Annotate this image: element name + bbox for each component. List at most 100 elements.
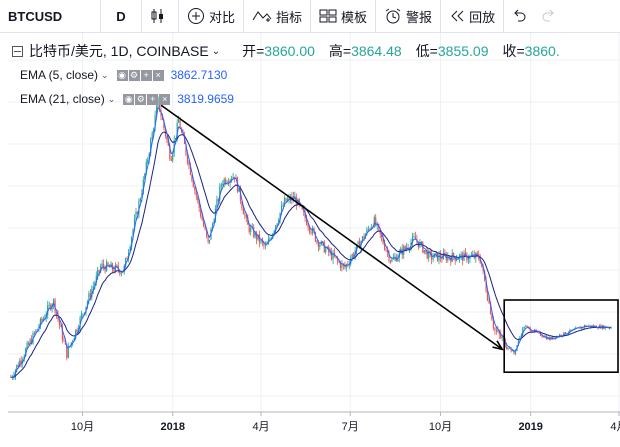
candle-body [386,250,389,253]
ema21-label: EMA (21, close) [20,92,105,106]
candle-body [481,263,483,267]
candle-body [492,320,494,328]
candle-body [36,329,38,330]
candle-body [384,243,386,250]
candle-body [370,227,372,230]
candle-body [161,116,164,120]
symbol-search[interactable]: BTCUSD [0,0,101,32]
candle-body [75,329,77,339]
price-chart[interactable]: 10月 2018 4月 7月 10月 2019 4月 [0,33,620,447]
settings-icon[interactable]: ⚙ [135,93,147,105]
candle-body [39,319,41,327]
resolution-button[interactable]: D [101,0,142,32]
candle-body [204,226,206,230]
candle-body [375,217,377,226]
settings-icon[interactable]: ⚙ [128,69,140,81]
candle-body [489,302,492,315]
high-label: 高= [328,43,352,59]
chevron-down-icon[interactable]: ⌄ [211,45,221,57]
candle-body [50,304,52,310]
candle-body [126,258,128,259]
candle-body [479,258,481,263]
candle-body [426,250,428,259]
candle-body [245,215,247,218]
close-icon[interactable]: × [152,69,164,81]
candle-body [482,266,484,271]
candle-body [391,259,393,262]
candle-body [17,365,19,367]
candle-body [133,219,136,230]
candle-body [233,176,236,179]
chevron-down-icon[interactable]: ⌄ [107,93,116,104]
high-value: 3864.48 [351,43,402,59]
alerts-label: 警报 [406,9,433,25]
candle-body [88,293,90,302]
candle-body [194,187,196,191]
candle-body [145,161,147,174]
candle-body [207,236,209,242]
candle-body [413,236,415,238]
candle-body [520,334,522,338]
candle-body [514,350,517,354]
close-icon[interactable]: × [159,93,171,105]
plus-circle-icon [188,8,204,24]
candle-body [500,334,502,338]
candle-body [220,184,222,187]
undo-button[interactable] [504,0,538,32]
add-icon[interactable]: + [140,69,152,81]
visibility-icon[interactable]: ◉ [123,93,135,105]
drawings[interactable] [160,104,619,373]
candle-body [435,252,437,254]
templates-button[interactable]: 模板 [311,0,377,32]
visibility-icon[interactable]: ◉ [116,69,128,81]
candle-body [247,217,249,225]
candle-body [331,251,333,260]
candle-body [35,329,37,334]
candle-body [150,139,152,154]
candle-body [198,200,200,209]
collapse-icon[interactable] [12,45,23,57]
ema5-legend[interactable]: EMA (5, close) ⌄ ◉ ⚙ + × 3862.7130 [6,68,227,82]
candle-body [156,106,158,116]
ema21-legend[interactable]: EMA (21, close) ⌄ ◉ ⚙ + × 3819.9659 [6,92,234,106]
candle-body [523,327,525,328]
redo-button[interactable] [538,0,564,32]
candle-body [441,258,443,260]
candle-body [217,199,219,201]
replay-button[interactable]: 回放 [441,0,505,32]
compare-button[interactable]: 对比 [179,0,245,32]
candle-body [400,248,402,252]
candle-body [89,293,91,298]
candle-body [170,158,172,161]
candle-body [273,230,275,234]
chart-type-button[interactable] [142,0,179,32]
candle-body [307,224,309,228]
candle-body [242,208,244,215]
compare-label: 对比 [209,9,236,25]
chevron-down-icon[interactable]: ⌄ [101,69,109,80]
candle-body [438,254,440,261]
candle-body [289,197,291,201]
add-icon[interactable]: + [147,93,159,105]
candle-body [276,223,278,226]
candle-body [58,319,61,326]
candle-body [98,270,100,272]
candle-body [447,256,449,261]
candle-body [491,314,493,321]
candle-body [285,197,287,202]
candle-body [97,270,99,276]
alerts-button[interactable]: 警报 [376,0,442,32]
chart-grid [8,33,620,412]
candle-body [511,350,514,352]
candle-body [345,264,347,268]
candle-body [264,245,266,247]
templates-label: 模板 [341,9,368,25]
indicators-button[interactable]: 指标 [244,0,312,32]
time-axis-label: 2019 [518,421,542,433]
candle-body [176,122,178,138]
candle-body [382,237,384,244]
replay-label: 回放 [469,9,496,25]
candle-body [122,272,124,273]
candle-body [317,241,319,247]
top-toolbar: BTCUSD D 对比 指标 模板 警报 回放 [0,0,620,33]
